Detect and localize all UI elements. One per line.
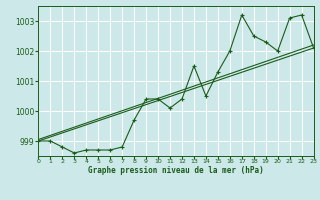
X-axis label: Graphe pression niveau de la mer (hPa): Graphe pression niveau de la mer (hPa) bbox=[88, 166, 264, 175]
